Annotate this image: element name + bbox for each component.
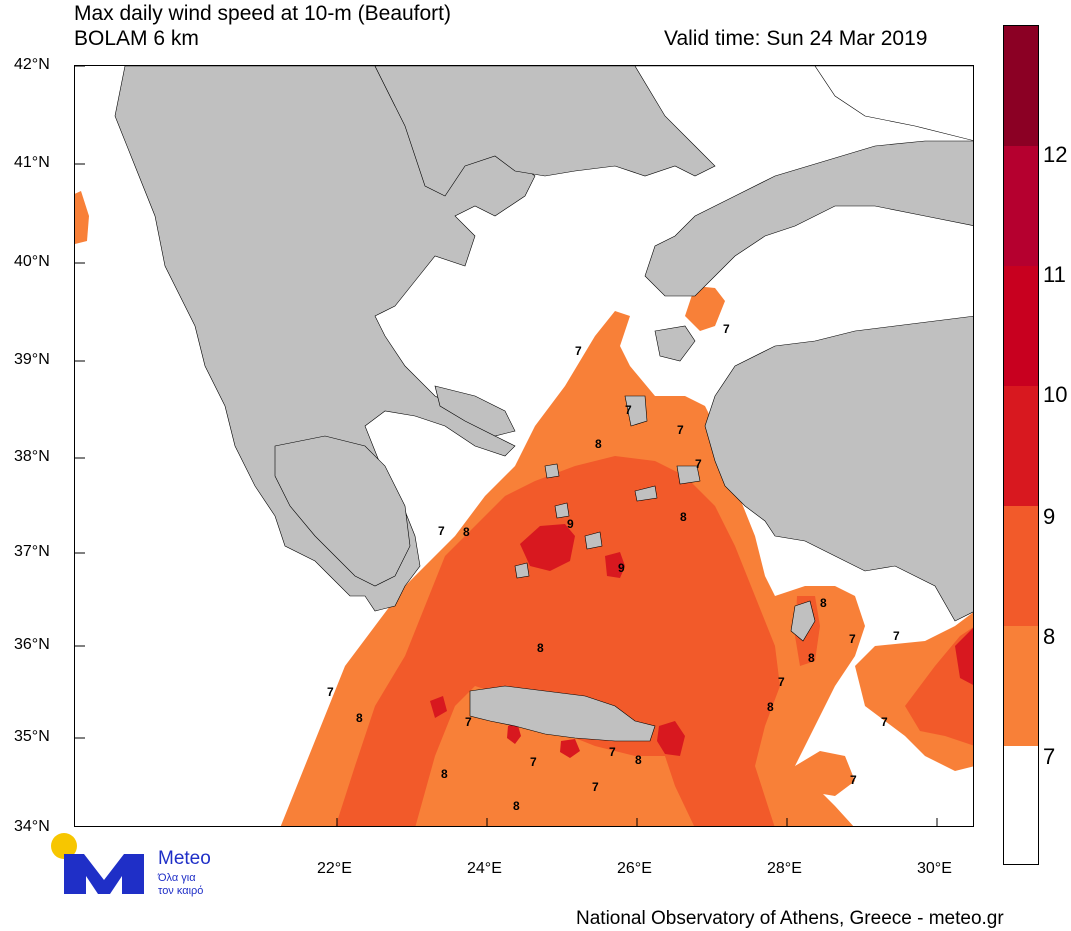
lat-label: 40°N bbox=[14, 253, 50, 270]
contour-label: 8 bbox=[513, 799, 520, 813]
legend-label: 8 bbox=[1043, 624, 1056, 649]
logo-tagline: τον καιρό bbox=[158, 885, 204, 897]
lon-label: 26°E bbox=[617, 860, 652, 877]
lon-label: 28°E bbox=[767, 860, 802, 877]
contour-label: 7 bbox=[850, 773, 857, 787]
lon-label: 22°E bbox=[317, 860, 352, 877]
contour-label: 9 bbox=[618, 561, 625, 575]
contour-label: 7 bbox=[592, 780, 599, 794]
lat-label: 38°N bbox=[14, 448, 50, 465]
legend-swatch bbox=[1004, 506, 1038, 627]
lat-label: 39°N bbox=[14, 351, 50, 368]
legend-swatch bbox=[1004, 266, 1038, 387]
legend-swatch bbox=[1004, 626, 1038, 747]
contour-label: 7 bbox=[327, 685, 334, 699]
legend-label: 12 bbox=[1043, 142, 1068, 167]
lon-label: 30°E bbox=[917, 860, 952, 877]
color-legend bbox=[1003, 25, 1039, 865]
legend-swatch bbox=[1004, 26, 1038, 147]
wind-zone-9 bbox=[520, 524, 575, 571]
contour-label: 8 bbox=[635, 753, 642, 767]
contour-label: 8 bbox=[595, 437, 602, 451]
contour-label: 8 bbox=[767, 700, 774, 714]
land-turkey bbox=[635, 66, 973, 622]
m-logo-icon bbox=[64, 854, 144, 894]
contour-label: 7 bbox=[465, 715, 472, 729]
contour-label: 7 bbox=[625, 403, 632, 417]
contour-label: 9 bbox=[567, 517, 574, 531]
contour-label: 8 bbox=[537, 641, 544, 655]
legend-swatch bbox=[1004, 146, 1038, 267]
wind-speed-map: 7 7 8 7 7 7 8 9 9 8 7 8 7 8 7 8 8 7 7 7 … bbox=[75, 66, 973, 826]
lat-label: 34°N bbox=[14, 818, 50, 835]
logo-name: Meteo bbox=[158, 848, 211, 869]
contour-label: 8 bbox=[820, 596, 827, 610]
contour-label: 7 bbox=[881, 715, 888, 729]
contour-label: 8 bbox=[463, 525, 470, 539]
contour-label: 8 bbox=[441, 767, 448, 781]
contour-label: 8 bbox=[680, 510, 687, 524]
sun-icon bbox=[51, 833, 77, 859]
contour-label: 8 bbox=[808, 651, 815, 665]
model-subtitle: BOLAM 6 km bbox=[74, 27, 199, 50]
lon-label: 24°E bbox=[467, 860, 502, 877]
legend-label: 9 bbox=[1043, 504, 1056, 529]
contour-label: 7 bbox=[849, 632, 856, 646]
map-title: Max daily wind speed at 10-m (Beaufort) bbox=[74, 2, 452, 25]
legend-label: 7 bbox=[1043, 744, 1056, 769]
contour-labels: 7 7 8 7 7 7 8 9 9 8 7 8 7 8 7 8 8 7 7 7 … bbox=[327, 322, 900, 813]
contour-label: 7 bbox=[778, 675, 785, 689]
contour-label: 7 bbox=[893, 629, 900, 643]
valid-time: Valid time: Sun 24 Mar 2019 bbox=[664, 27, 928, 50]
land-balkans bbox=[114, 66, 536, 612]
contour-label: 7 bbox=[530, 755, 537, 769]
legend-swatch bbox=[1004, 386, 1038, 507]
lat-label: 42°N bbox=[14, 56, 50, 73]
contour-label: 7 bbox=[609, 745, 616, 759]
legend-label: 10 bbox=[1043, 382, 1068, 407]
lat-label: 35°N bbox=[14, 728, 50, 745]
contour-label: 7 bbox=[438, 524, 445, 538]
lat-label: 36°N bbox=[14, 636, 50, 653]
lat-label: 37°N bbox=[14, 543, 50, 560]
land-crete bbox=[469, 685, 656, 742]
meteo-logo bbox=[51, 833, 144, 894]
legend-swatch bbox=[1004, 746, 1038, 864]
contour-label: 7 bbox=[677, 423, 684, 437]
logo-tagline: Όλα για bbox=[158, 872, 196, 884]
contour-label: 7 bbox=[723, 322, 730, 336]
lat-label: 41°N bbox=[14, 154, 50, 171]
footer-credit: National Observatory of Athens, Greece -… bbox=[576, 908, 1004, 929]
map-area: 7 7 8 7 7 7 8 9 9 8 7 8 7 8 7 8 8 7 7 7 … bbox=[74, 65, 974, 827]
legend-label: 11 bbox=[1043, 262, 1066, 287]
contour-label: 7 bbox=[695, 457, 702, 471]
contour-label: 8 bbox=[356, 711, 363, 725]
contour-label: 7 bbox=[575, 344, 582, 358]
